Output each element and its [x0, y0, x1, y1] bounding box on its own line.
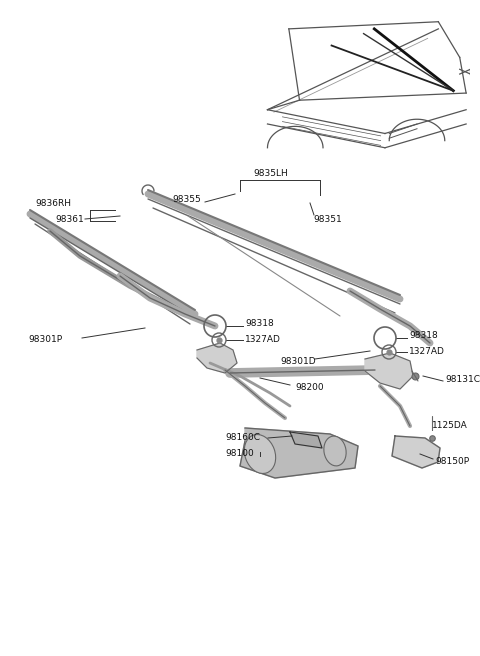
- Polygon shape: [240, 428, 358, 478]
- Text: 1327AD: 1327AD: [245, 335, 281, 344]
- Text: 1327AD: 1327AD: [409, 348, 445, 356]
- Text: 98361: 98361: [55, 215, 84, 224]
- Text: 98318: 98318: [409, 331, 438, 340]
- Polygon shape: [290, 432, 322, 448]
- Polygon shape: [365, 353, 413, 389]
- Text: 98351: 98351: [313, 215, 342, 224]
- Text: 98150P: 98150P: [435, 457, 469, 466]
- Text: 98100: 98100: [225, 449, 254, 459]
- Text: 98318: 98318: [245, 319, 274, 329]
- Text: 98301P: 98301P: [28, 335, 62, 344]
- Polygon shape: [392, 436, 440, 468]
- Text: 9836RH: 9836RH: [35, 199, 71, 207]
- Text: 9835LH: 9835LH: [253, 169, 288, 178]
- Ellipse shape: [244, 434, 276, 474]
- Polygon shape: [197, 343, 237, 373]
- Text: 98200: 98200: [295, 384, 324, 392]
- Text: 98301D: 98301D: [280, 356, 316, 365]
- Ellipse shape: [324, 436, 346, 466]
- Text: 98160C: 98160C: [225, 434, 260, 443]
- Text: 1125DA: 1125DA: [432, 422, 468, 430]
- Text: 98355: 98355: [172, 195, 201, 205]
- Text: 98131C: 98131C: [445, 375, 480, 384]
